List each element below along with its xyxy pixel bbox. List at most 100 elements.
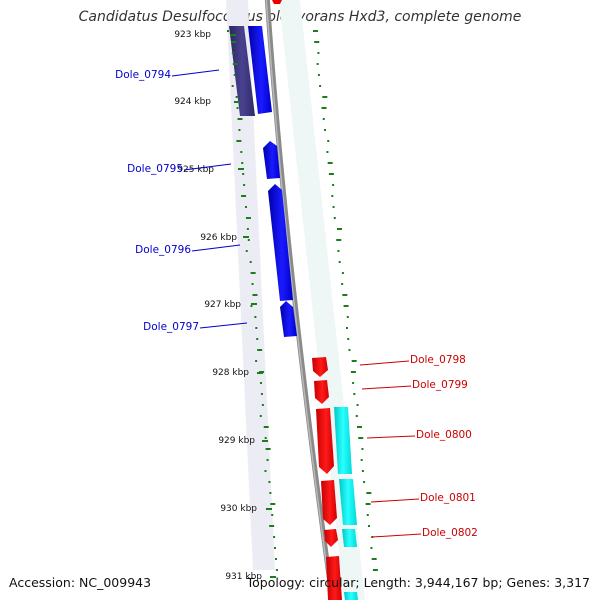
- genome-summary: Topology: circular; Length: 3,944,167 bp…: [246, 575, 590, 590]
- gc-dot: [227, 30, 229, 32]
- gc-dot: [368, 525, 370, 527]
- kbp-tick-mark: [243, 236, 249, 238]
- gc-dot: [264, 437, 267, 439]
- gc-dot: [358, 437, 364, 439]
- gc-dot: [322, 118, 325, 120]
- reverse-gene-arrow: [316, 408, 334, 474]
- gene-label: Dole_0794: [115, 69, 171, 81]
- gc-dot: [266, 459, 269, 461]
- gc-dot: [361, 448, 364, 450]
- gc-dot: [357, 426, 362, 428]
- forward-gene-arrow: [248, 26, 272, 114]
- gene-callout-line: [371, 533, 422, 538]
- gene-callout-line: [370, 498, 420, 503]
- reverse-cds-track-block: [342, 529, 357, 547]
- reverse-cds-track-block: [334, 407, 352, 474]
- gc-dot: [250, 272, 256, 274]
- gene-callout-line: [359, 360, 410, 366]
- kbp-tick-mark: [234, 101, 240, 103]
- gc-dot: [346, 316, 349, 318]
- gene-callout-line: [361, 385, 412, 390]
- kbp-tick-label: 927 kbp: [204, 300, 241, 310]
- gene-label: Dole_0797: [143, 321, 199, 333]
- gc-dot: [372, 569, 378, 571]
- reverse-gene-arrow: [312, 357, 328, 377]
- gc-dot: [313, 30, 318, 32]
- forward-track-band: [226, 0, 275, 570]
- backbone-highlight: [265, 0, 333, 600]
- gc-dot: [337, 250, 340, 252]
- gc-dot: [236, 107, 239, 109]
- gc-dot: [261, 404, 264, 406]
- accession-label: Accession: NC_009943: [9, 575, 152, 590]
- gc-dot: [254, 316, 257, 318]
- gc-dot: [347, 338, 350, 340]
- gc-dot: [251, 283, 254, 285]
- kbp-tick-mark: [257, 372, 263, 374]
- forward-gene-arrow: [280, 301, 297, 337]
- gc-dot: [249, 261, 252, 263]
- gc-dot: [241, 162, 244, 164]
- gc-dot: [353, 393, 356, 395]
- gc-dot: [265, 448, 271, 450]
- gc-dot: [324, 129, 326, 131]
- reverse-gene-arrow: [314, 380, 329, 404]
- kbp-tick-mark: [238, 168, 244, 170]
- gc-dot: [356, 404, 359, 406]
- gc-dot: [269, 492, 272, 494]
- gc-dot: [235, 96, 238, 98]
- gc-dot: [352, 382, 355, 384]
- gc-dot: [259, 382, 262, 384]
- gc-dot: [328, 173, 334, 175]
- gc-dot: [365, 503, 371, 505]
- gc-dot: [263, 426, 269, 428]
- gc-dot: [317, 52, 320, 54]
- gc-dot: [242, 173, 245, 175]
- kbp-tick-label: 925 kbp: [177, 165, 214, 175]
- gc-dot: [322, 96, 328, 98]
- kbp-tick-mark: [270, 576, 276, 578]
- gc-dot: [245, 250, 248, 252]
- kbp-tick-label: 930 kbp: [220, 504, 257, 514]
- gc-content-outer-dots: [313, 30, 378, 571]
- gene-label: Dole_0799: [412, 379, 468, 391]
- gene-label: Dole_0798: [410, 354, 466, 366]
- reverse-cds-track-block: [344, 592, 358, 600]
- gc-dot: [326, 151, 329, 153]
- gc-dot: [231, 85, 234, 87]
- gc-dot: [264, 470, 267, 472]
- gc-dot: [336, 239, 342, 241]
- kbp-tick-label: 923 kbp: [174, 30, 211, 40]
- gene-callout-line: [171, 69, 220, 77]
- gc-dot: [246, 228, 249, 230]
- gc-dot: [252, 294, 258, 296]
- kbp-tick-mark: [230, 34, 236, 36]
- kbp-tick-label: 928 kbp: [212, 368, 249, 378]
- reverse-gene-arrow: [324, 529, 338, 547]
- gc-dot: [351, 360, 357, 362]
- gene-label: Dole_0796: [135, 244, 191, 256]
- gc-dot: [245, 217, 251, 219]
- gc-dot: [332, 184, 335, 186]
- reverse-gene-arrow: [326, 556, 342, 600]
- kbp-tick-label: 926 kbp: [200, 233, 237, 243]
- gc-dot: [260, 393, 263, 395]
- gc-dot: [316, 63, 319, 65]
- gc-dot: [250, 305, 253, 307]
- reverse-cds-track-block: [339, 479, 357, 525]
- kbp-tick-mark: [262, 440, 268, 442]
- gc-dot: [247, 239, 250, 241]
- gc-dot: [342, 294, 348, 296]
- gc-dot: [319, 85, 322, 87]
- gc-dot: [257, 349, 263, 351]
- gc-dot: [343, 305, 349, 307]
- gc-dot: [241, 195, 247, 197]
- kbp-tick-mark: [251, 303, 257, 305]
- gc-dot: [333, 217, 336, 219]
- forward-cds-track-block: [229, 26, 255, 116]
- gene-callouts: Dole_0794 Dole_0795 Dole_0796 Dole_0797 Dole…: [115, 69, 478, 539]
- gene-callout-line: [366, 435, 416, 439]
- gc-dot: [270, 503, 276, 505]
- gc-dot: [317, 74, 320, 76]
